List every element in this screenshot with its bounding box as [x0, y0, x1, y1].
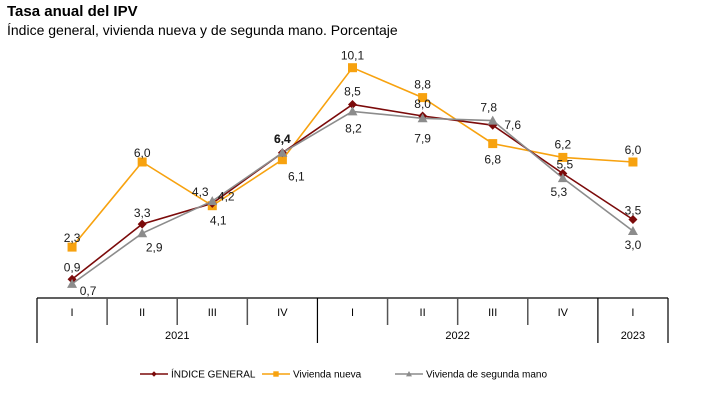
data-label: 2,9 [146, 240, 163, 254]
x-tick-label: II [139, 307, 145, 319]
x-tick-label: III [488, 307, 497, 319]
legend-label: Vivienda de segunda mano [426, 370, 547, 381]
legend-marker [406, 371, 412, 377]
data-point [487, 115, 498, 125]
x-tick-label: IV [558, 307, 569, 319]
data-label: 4,3 [192, 185, 209, 199]
x-tick-label: I [71, 307, 74, 319]
legend-label: Vivienda nueva [293, 370, 362, 381]
data-point [417, 113, 428, 123]
data-point [348, 100, 357, 109]
data-point [67, 242, 77, 252]
data-label: 5,3 [550, 185, 567, 199]
data-point [418, 93, 428, 103]
data-label: 8,5 [344, 85, 361, 99]
data-point [628, 215, 638, 224]
data-label: 2,3 [64, 231, 81, 245]
data-point [557, 173, 568, 183]
series-markers [67, 63, 638, 288]
data-point [558, 152, 568, 162]
data-label: 0,9 [64, 260, 81, 274]
data-label: 10,1 [341, 49, 365, 63]
data-label: 6,2 [554, 137, 571, 151]
data-point [137, 157, 147, 167]
legend-marker [273, 371, 279, 377]
x-tick-label: III [208, 307, 217, 319]
data-label: 6,0 [134, 146, 151, 160]
year-label: 2021 [165, 330, 189, 342]
data-label: 3,3 [134, 206, 151, 220]
data-label: 5,5 [556, 158, 573, 172]
legend-item: ÍNDICE GENERAL [140, 368, 256, 381]
legend-label: ÍNDICE GENERAL [171, 368, 256, 381]
legend-marker [151, 371, 157, 377]
x-tick-label: I [351, 307, 354, 319]
data-label: 3,5 [625, 204, 642, 218]
data-label: 6,4 [274, 132, 291, 146]
data-label: 7,6 [504, 118, 521, 132]
data-labels: 0,9 3,3 4,2 6,4 8,5 8,0 7,6 5,5 3,5 2,3 6,0 4,1 6,1 1… [64, 49, 642, 298]
data-point [137, 228, 148, 238]
data-point [207, 196, 218, 206]
legend-item: Vivienda de segunda mano [395, 370, 547, 381]
legend: ÍNDICE GENERAL Vivienda nueva Vivienda de … [140, 368, 547, 381]
year-label: 2022 [445, 330, 469, 342]
chart-title: Tasa anual del IPV [7, 3, 138, 20]
data-point [627, 226, 638, 235]
data-label: 4,1 [210, 214, 227, 228]
data-label: 6,8 [484, 153, 501, 167]
data-point [488, 139, 498, 149]
chart-subtitle: Índice general, vivienda nueva y de segu… [7, 22, 398, 38]
x-tick-label: II [420, 307, 426, 319]
data-label: 4,2 [218, 189, 235, 203]
data-label: 7,8 [480, 101, 497, 115]
data-label: 6,1 [288, 170, 305, 184]
data-point [277, 155, 287, 165]
data-label: 8,0 [414, 97, 431, 111]
data-label: 0,7 [80, 284, 97, 298]
data-point [628, 157, 638, 167]
x-tick-label: IV [277, 307, 288, 319]
data-label: 8,2 [345, 121, 362, 135]
data-point [347, 106, 358, 116]
data-label: 6,0 [625, 143, 642, 157]
data-label: 3,0 [625, 238, 642, 252]
data-point [137, 219, 147, 229]
data-point [348, 63, 357, 73]
data-label: 7,9 [414, 131, 431, 145]
data-label: 8,8 [414, 78, 431, 92]
data-point [277, 147, 288, 157]
legend-item: Vivienda nueva [262, 370, 362, 381]
data-label: 6,4 [274, 132, 291, 146]
x-tick-label: I [631, 307, 634, 319]
data-point [67, 278, 78, 288]
series-line-2 [71, 110, 634, 285]
year-label: 2023 [621, 330, 645, 342]
